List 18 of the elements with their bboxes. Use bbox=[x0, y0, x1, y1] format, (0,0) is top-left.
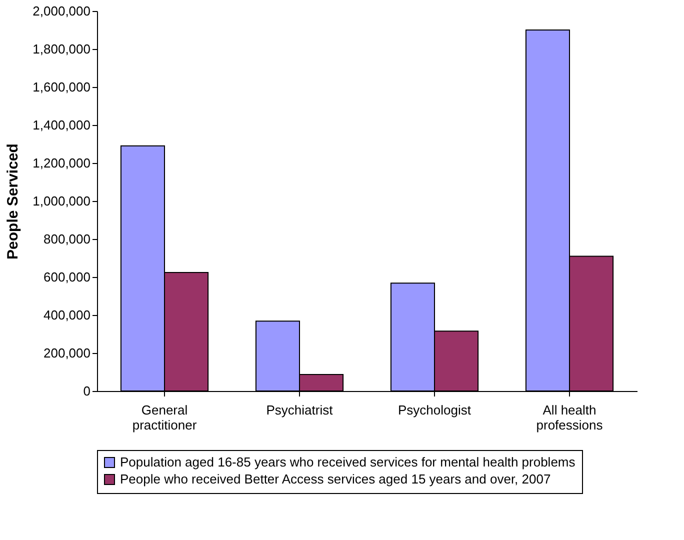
y-tick-label: 600,000 bbox=[44, 270, 90, 284]
x-tick-label: Psychologist bbox=[398, 402, 472, 418]
x-tick-label: Psychiatrist bbox=[266, 402, 334, 418]
y-tick-label: 200,000 bbox=[44, 346, 90, 360]
y-tick-label: 1,200,000 bbox=[32, 156, 90, 170]
x-tick-label: General practitioner bbox=[132, 402, 198, 432]
x-tick-label: All health professions bbox=[536, 402, 604, 432]
legend-label: People who received Better Access services aged 15 years and over, 2007 bbox=[120, 472, 551, 486]
y-tick-label: 1,800,000 bbox=[32, 42, 90, 56]
y-axis-title: People Serviced bbox=[4, 144, 22, 260]
y-tick-label: 2,000,000 bbox=[32, 4, 90, 18]
y-tick-label: 1,600,000 bbox=[32, 80, 90, 94]
y-tick-label: 1,000,000 bbox=[32, 194, 90, 208]
y-tick-label: 400,000 bbox=[44, 308, 90, 322]
y-tick-label: 800,000 bbox=[44, 232, 90, 246]
y-tick-label: 1,400,000 bbox=[32, 118, 90, 132]
y-tick-label: 0 bbox=[83, 384, 90, 398]
legend-label: Population aged 16-85 years who received services for mental health problems bbox=[120, 454, 576, 470]
